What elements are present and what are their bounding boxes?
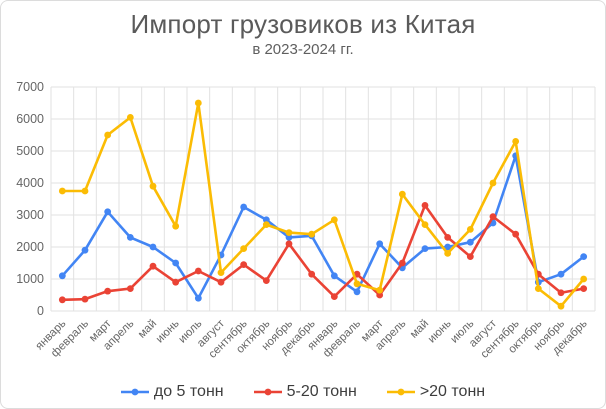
series-1-point[interactable] (330, 293, 338, 300)
series-1-point[interactable] (240, 261, 248, 268)
series-0-point[interactable] (149, 243, 157, 251)
series-1-point[interactable] (376, 291, 384, 299)
series-0-point[interactable] (557, 270, 565, 278)
series-2-point[interactable] (489, 179, 497, 187)
x-axis-tick-label: июнь (154, 318, 182, 346)
series-2-point[interactable] (512, 138, 520, 145)
series-0-point[interactable] (285, 234, 293, 241)
series-0-point[interactable] (353, 288, 361, 296)
series-0-point[interactable] (194, 294, 202, 302)
series-1-point[interactable] (194, 267, 202, 275)
series-2-point[interactable] (81, 187, 89, 195)
series-0-point[interactable] (330, 272, 338, 280)
series-0-point[interactable] (466, 238, 474, 246)
chart-legend: до 5 тонн 5-20 тонн >20 тонн (1, 383, 605, 401)
series-1-point[interactable] (489, 213, 497, 221)
y-axis-tick-label: 2000 (16, 240, 44, 254)
y-axis-tick-label: 4000 (16, 176, 44, 190)
series-1-point[interactable] (149, 262, 157, 270)
series-2-point[interactable] (58, 187, 66, 195)
series-2-point[interactable] (353, 280, 361, 288)
series-0-point[interactable] (104, 208, 112, 216)
series-1-point[interactable] (104, 287, 112, 295)
legend-label: >20 тонн (419, 383, 486, 400)
series-1-point[interactable] (444, 234, 452, 241)
series-1-line[interactable] (62, 204, 584, 302)
series-0-point[interactable] (240, 203, 248, 211)
legend-marker-icon (120, 388, 149, 396)
series-0-point[interactable] (580, 253, 588, 260)
series-2-point[interactable] (285, 229, 293, 237)
series-0-point[interactable] (262, 216, 270, 224)
y-axis-tick-label: 6000 (16, 112, 44, 126)
series-1-point[interactable] (557, 289, 565, 297)
series-2-point[interactable] (421, 221, 429, 229)
series-0-line[interactable] (61, 154, 585, 300)
series-1-point[interactable] (512, 230, 520, 238)
chart-subtitle: в 2023-2024 гг. (252, 41, 354, 58)
series-2-point[interactable] (194, 99, 202, 107)
series-2-point[interactable] (398, 190, 406, 198)
y-axis-tick-label: 0 (37, 304, 44, 318)
series-2-point[interactable] (308, 230, 316, 238)
chart-title: Импорт грузовиков из Китая (130, 9, 476, 39)
legend-marker-icon (386, 388, 415, 396)
series-1-point[interactable] (172, 278, 180, 286)
series-1-point[interactable] (421, 202, 429, 209)
series-1-point[interactable] (126, 285, 134, 292)
series-2-point[interactable] (104, 131, 112, 139)
series-1-point[interactable] (285, 240, 293, 248)
series-1-point[interactable] (81, 295, 89, 303)
series-0-point[interactable] (421, 245, 429, 253)
y-axis-tick-label: 5000 (16, 144, 44, 158)
y-axis-tick-label: 7000 (16, 80, 44, 94)
legend-marker-icon (253, 388, 282, 396)
series-0-point[interactable] (172, 259, 180, 267)
series-1-point[interactable] (58, 296, 66, 304)
series-2-point[interactable] (330, 216, 338, 224)
series-1-point[interactable] (262, 277, 270, 284)
series-2-point[interactable] (534, 285, 542, 292)
x-axis-tick-label: июнь (426, 318, 454, 346)
series-0-point[interactable] (376, 240, 384, 248)
series-2-point[interactable] (580, 275, 588, 283)
series-2-point[interactable] (217, 269, 225, 276)
series-2-point[interactable] (240, 245, 248, 253)
series-2-line[interactable] (62, 101, 585, 308)
series-2-point[interactable] (262, 221, 270, 229)
legend-label: 5-20 тонн (286, 383, 357, 400)
y-axis-tick-label: 3000 (16, 208, 44, 222)
series-1-point[interactable] (466, 253, 474, 260)
legend-item-1[interactable]: 5-20 тонн (253, 383, 357, 401)
series-2-point[interactable] (557, 302, 565, 310)
series-0-point[interactable] (126, 234, 134, 241)
series-0-point[interactable] (58, 272, 66, 280)
legend-item-2[interactable]: >20 тонн (386, 383, 486, 401)
legend-label: до 5 тонн (153, 383, 224, 400)
series-1-point[interactable] (308, 270, 316, 278)
series-2-point[interactable] (172, 222, 180, 230)
y-axis-tick-label: 1000 (16, 272, 44, 286)
series-2-point[interactable] (149, 182, 157, 190)
series-2-point[interactable] (376, 286, 384, 294)
series-1-point[interactable] (398, 259, 406, 267)
series-2-point[interactable] (466, 226, 474, 233)
series-0-point[interactable] (444, 243, 452, 251)
series-0-point[interactable] (81, 246, 89, 254)
series-1-point[interactable] (217, 278, 225, 286)
series-2-point[interactable] (126, 114, 134, 121)
legend-item-0[interactable]: до 5 тонн (120, 383, 224, 401)
series-2-point[interactable] (444, 250, 452, 257)
series-1-point[interactable] (580, 285, 588, 292)
plot-area: 01000200030004000500060007000январьфевра… (16, 80, 596, 361)
